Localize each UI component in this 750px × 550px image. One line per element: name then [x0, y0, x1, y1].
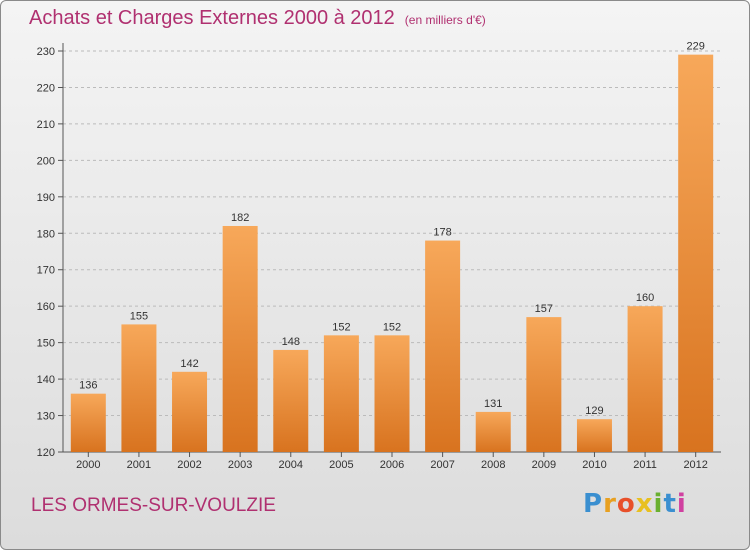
- x-tick-label: 2011: [633, 459, 657, 471]
- logo-letter: P: [583, 489, 604, 519]
- unit-label: (en milliers d'€): [404, 13, 486, 27]
- x-tick-label: 2003: [228, 459, 252, 471]
- bar-2007: [425, 240, 461, 452]
- x-tick-label: 2000: [76, 459, 100, 471]
- y-tick-label: 130: [37, 411, 55, 423]
- value-label: 178: [433, 227, 451, 239]
- bar-2004: [273, 349, 309, 452]
- logo-letter: x: [635, 489, 654, 519]
- x-tick-label: 2008: [481, 459, 505, 471]
- bar-2008: [475, 411, 511, 452]
- bar-2010: [576, 419, 612, 452]
- title-text: Achats et Charges Externes 2000 à 2012: [29, 7, 395, 29]
- logo-letter: i: [653, 489, 664, 519]
- value-label: 157: [535, 303, 553, 315]
- x-tick-label: 2001: [127, 459, 151, 471]
- logo-letter: t: [663, 489, 677, 519]
- value-label: 152: [332, 321, 350, 333]
- value-label: 129: [585, 405, 603, 417]
- bar-2009: [526, 317, 562, 452]
- logo-letter: i: [676, 489, 687, 519]
- bar-2001: [121, 324, 157, 452]
- bar-2006: [374, 335, 410, 452]
- bar-2002: [172, 371, 208, 452]
- bar-2011: [627, 306, 663, 452]
- bar-2012: [678, 54, 714, 453]
- x-tick-label: 2012: [683, 459, 707, 471]
- value-label: 136: [79, 380, 97, 392]
- value-label: 131: [484, 398, 502, 410]
- y-tick-label: 170: [37, 265, 55, 277]
- y-tick-label: 180: [37, 228, 55, 240]
- x-tick-label: 2004: [279, 459, 303, 471]
- y-tick-label: 220: [37, 82, 55, 94]
- y-tick-label: 200: [37, 155, 55, 167]
- value-label: 229: [687, 41, 705, 53]
- proxiti-logo: Proxiti: [583, 489, 687, 519]
- bar-2003: [222, 225, 258, 452]
- logo-letter: r: [603, 489, 617, 519]
- value-label: 182: [231, 212, 249, 224]
- value-label: 155: [130, 310, 148, 322]
- x-tick-label: 2007: [430, 459, 454, 471]
- y-tick-label: 160: [37, 301, 55, 313]
- bar-2000: [70, 393, 106, 452]
- x-tick-label: 2002: [177, 459, 201, 471]
- location-name: LES ORMES-SUR-VOULZIE: [31, 495, 276, 516]
- y-tick-label: 190: [37, 192, 55, 204]
- x-tick-label: 2005: [329, 459, 353, 471]
- value-label: 142: [180, 358, 198, 370]
- x-tick-label: 2009: [532, 459, 556, 471]
- value-label: 148: [282, 336, 300, 348]
- value-label: 152: [383, 321, 401, 333]
- y-tick-label: 150: [37, 338, 55, 350]
- logo-letter: o: [616, 489, 636, 519]
- chart-title: Achats et Charges Externes 2000 à 2012 (e…: [29, 7, 486, 30]
- y-tick-label: 140: [37, 374, 55, 386]
- y-tick-label: 210: [37, 119, 55, 131]
- x-tick-label: 2006: [380, 459, 404, 471]
- y-tick-label: 230: [37, 46, 55, 58]
- y-tick-label: 120: [37, 447, 55, 459]
- labels: 120 130 140 150 160 170 180 190 200 210 220 230 136 2…: [37, 41, 708, 471]
- bar-2005: [323, 335, 359, 452]
- value-label: 160: [636, 292, 654, 304]
- x-tick-label: 2010: [582, 459, 606, 471]
- bars: [70, 54, 714, 453]
